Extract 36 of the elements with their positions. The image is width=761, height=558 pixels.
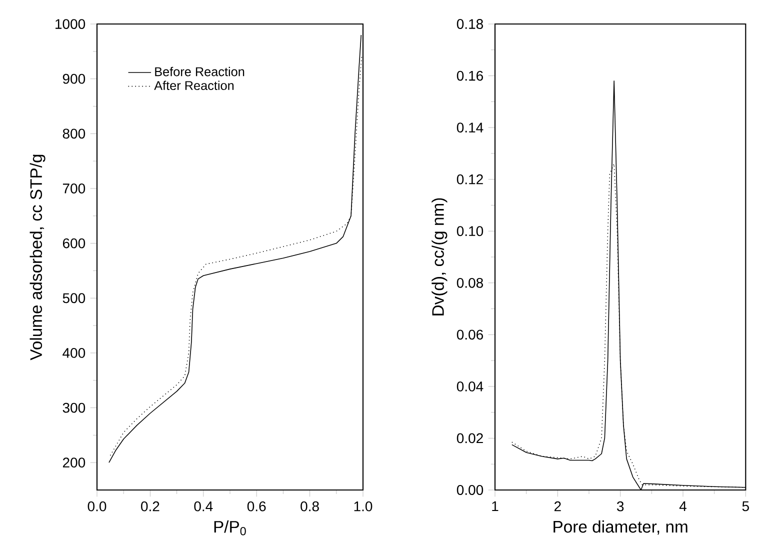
x-tick-label: 0.2: [141, 501, 160, 512]
x-tick-label: 0.0: [88, 501, 106, 512]
y-tick-label: 0.18: [456, 19, 484, 29]
x-tick-label: 0.8: [300, 501, 319, 512]
y-tick-label: 0.12: [456, 174, 483, 184]
y-tick-label: 900: [62, 74, 86, 84]
y-tick-label: 0.10: [456, 226, 484, 236]
x-axis-title: P/P$_{0}$: [214, 520, 246, 536]
y-tick-label: 0.06: [456, 330, 484, 340]
x-tick-label: 0.6: [247, 501, 266, 512]
x-axis-title: Pore diameter, nm: [554, 520, 688, 535]
y-tick-label: 1000: [56, 19, 86, 29]
y-tick-label: 0.14: [456, 122, 484, 133]
x-tick-label: 1.0: [354, 501, 372, 512]
y-tick-label: 800: [62, 128, 86, 139]
y-tick-label: 400: [62, 348, 86, 358]
y-tick-label: 0.08: [456, 278, 484, 288]
y-tick-label: 500: [62, 293, 86, 304]
x-tick-label: 5: [742, 501, 749, 512]
y-tick-label: 0.04: [456, 382, 484, 392]
y-tick-label: 600: [62, 238, 86, 248]
y-axis-title: Dv(d), cc/(g nm): [432, 198, 448, 316]
y-tick-label: 0.00: [456, 485, 484, 495]
x-tick-label: 0.4: [194, 501, 213, 512]
x-tick-label: 3: [616, 501, 624, 512]
y-tick-label: 700: [62, 184, 86, 194]
x-tick-label: 2: [554, 501, 561, 512]
x-tick-label: 4: [679, 501, 686, 512]
x-tick-label: 1: [492, 501, 498, 512]
y-axis-title: Volume adsorbed, cc STP/g: [30, 154, 46, 360]
y-tick-label: 0.16: [456, 70, 484, 81]
y-tick-label: 200: [62, 458, 86, 468]
legend-label: After Reaction: [154, 80, 234, 90]
legend-label: Before Reaction: [155, 66, 244, 76]
y-tick-label: 300: [62, 402, 86, 413]
y-tick-label: 0.02: [456, 433, 483, 444]
